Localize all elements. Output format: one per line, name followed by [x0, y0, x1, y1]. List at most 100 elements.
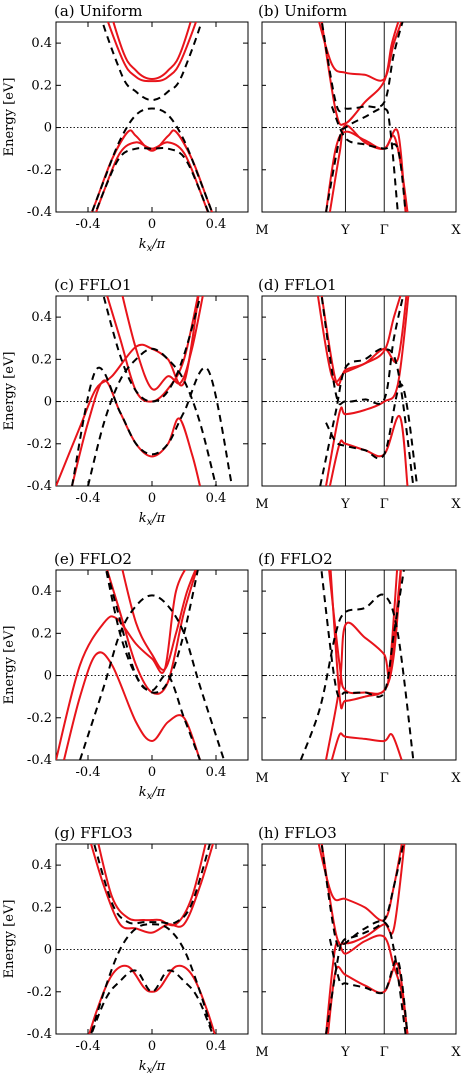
band-red-0 — [106, 22, 198, 83]
panel-c: (c) FFLO1 -0.4 -0.2 0 0.2 0.4 -0.4 0 0.4 Energy [… — [2, 276, 249, 528]
panel-title: (g) FFLO3 — [54, 824, 133, 842]
band-black-dashed-6 — [94, 147, 210, 212]
plot-frame — [55, 843, 249, 1035]
x-tick-label: Γ — [380, 497, 389, 512]
y-tick-label: -0.4 — [27, 205, 52, 220]
y-tick-label: -0.2 — [27, 711, 52, 726]
x-tick-label: 0.4 — [206, 765, 227, 780]
y-tick-label: 0.2 — [31, 626, 52, 641]
x-tick-label: M — [255, 497, 268, 512]
band-black-dashed-6 — [330, 106, 407, 212]
x-tick-label: Y — [340, 771, 350, 786]
panel-h: (h) FFLO3 M Y Γ X — [255, 824, 461, 1060]
band-black-dashed-5 — [325, 920, 407, 1034]
plot-frame — [261, 843, 457, 1035]
series-group — [317, 844, 409, 1034]
plot-frame — [261, 569, 457, 761]
band-black-dashed-4 — [320, 296, 405, 406]
x-tick-label: 0.4 — [206, 491, 227, 506]
band-red-1 — [320, 22, 400, 126]
band-black-dashed-5 — [320, 570, 405, 699]
band-red-3 — [330, 732, 403, 760]
y-tick-label: 0 — [44, 121, 52, 136]
band-red-0 — [90, 844, 214, 934]
x-tick-label: 0 — [148, 765, 156, 780]
y-tick-label: 0.4 — [31, 584, 52, 599]
y-tick-label: -0.4 — [27, 479, 52, 494]
y-tick-label: 0 — [44, 395, 52, 410]
band-red-1 — [320, 844, 406, 946]
band-red-1 — [97, 844, 207, 927]
band-black-dashed-5 — [79, 594, 225, 760]
series-group — [299, 570, 415, 760]
panel-title: (d) FFLO1 — [258, 276, 337, 294]
band-red-2 — [329, 570, 399, 710]
x-tick-label: 0 — [148, 1039, 156, 1054]
band-black-dashed-6 — [105, 570, 201, 760]
x-tick-label: Y — [340, 497, 350, 512]
y-tick-label: 0.4 — [31, 858, 52, 873]
band-red-0 — [106, 570, 198, 695]
band-red-0 — [318, 22, 403, 82]
band-black-dashed-5 — [325, 107, 399, 212]
band-red-3 — [325, 128, 407, 212]
band-red-0 — [316, 296, 402, 383]
y-tick-label: 0.2 — [31, 900, 52, 915]
y-tick-label: -0.2 — [27, 163, 52, 178]
x-tick-label: M — [255, 771, 268, 786]
y-tick-label: 0.4 — [31, 36, 52, 51]
band-black-dashed-4 — [320, 22, 404, 113]
y-tick-label: 0 — [44, 943, 52, 958]
series-group — [90, 22, 214, 212]
y-tick-label: 0.4 — [31, 310, 52, 325]
band-red-1 — [121, 296, 204, 391]
y-tick-label: -0.2 — [27, 437, 52, 452]
panel-e: (e) FFLO2 -0.4 -0.2 0 0.2 0.4 -0.4 0 0.4 Energy [… — [2, 550, 249, 802]
panel-title: (f) FFLO2 — [258, 550, 333, 568]
y-tick-label: -0.4 — [27, 1027, 52, 1042]
panel-title: (a) Uniform — [54, 2, 143, 20]
y-tick-label: -0.2 — [27, 985, 52, 1000]
panel-g: (g) FFLO3 -0.4 -0.2 0 0.2 0.4 -0.4 0 0.4 Energy [… — [2, 824, 249, 1076]
series-group — [88, 844, 216, 1034]
y-axis-label: Energy [eV] — [2, 78, 17, 157]
band-black-dashed-4 — [105, 570, 199, 694]
x-tick-label: X — [451, 1045, 461, 1060]
x-tick-label: X — [451, 771, 461, 786]
band-red-2 — [56, 570, 187, 760]
y-axis-label: Energy [eV] — [2, 352, 17, 431]
y-tick-label: 0 — [44, 669, 52, 684]
plot-frame — [261, 21, 457, 213]
band-red-2 — [325, 296, 410, 486]
series-group — [56, 570, 225, 760]
x-tick-label: Y — [340, 1045, 350, 1060]
panel-b: (b) Uniform M Y Γ X — [255, 2, 461, 238]
plot-frame — [55, 569, 249, 761]
plot-frame — [55, 21, 249, 213]
x-tick-label: Γ — [380, 223, 389, 238]
y-tick-label: -0.4 — [27, 753, 52, 768]
y-axis-label: Energy [eV] — [2, 900, 17, 979]
band-red-3 — [63, 651, 201, 760]
y-tick-label: 0.2 — [31, 352, 52, 367]
x-tick-label: 0.4 — [206, 1039, 227, 1054]
panel-title: (c) FFLO1 — [54, 276, 132, 294]
x-axis-label: kx/π — [139, 511, 166, 528]
panel-title: (e) FFLO2 — [54, 550, 132, 568]
x-tick-label: X — [451, 497, 461, 512]
y-tick-label: 0.2 — [31, 78, 52, 93]
x-tick-label: -0.4 — [75, 765, 100, 780]
x-tick-label: -0.4 — [75, 1039, 100, 1054]
band-black-dashed-4 — [102, 296, 202, 403]
band-red-1 — [112, 22, 192, 81]
x-tick-label: M — [255, 1045, 268, 1060]
panel-title: (h) FFLO3 — [258, 824, 337, 842]
band-black-dashed-5 — [319, 347, 415, 486]
x-tick-label: 0 — [148, 217, 156, 232]
band-black-dashed-4 — [299, 593, 415, 760]
panel-title: (b) Uniform — [258, 2, 347, 20]
panel-d: (d) FFLO1 M Y Γ X — [255, 276, 461, 512]
band-red-3 — [328, 415, 409, 486]
band-black-dashed-6 — [71, 366, 233, 486]
x-axis-label: kx/π — [139, 1059, 166, 1076]
